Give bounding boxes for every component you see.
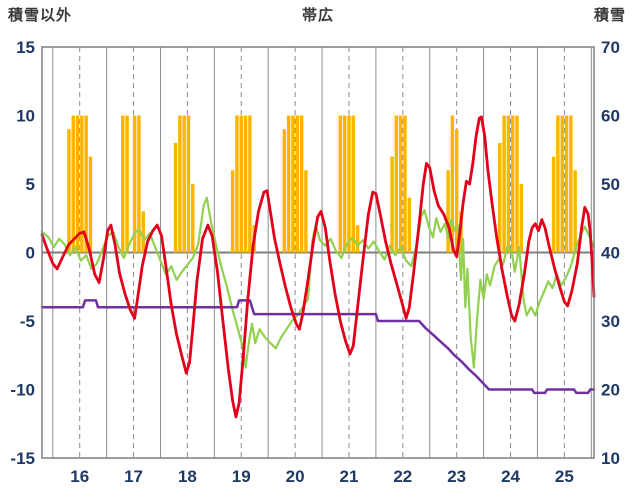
orange-bars (498, 142, 502, 253)
orange-bars (304, 170, 308, 253)
right-axis-tick: 10 (601, 449, 620, 468)
orange-bars (299, 115, 304, 253)
purple-line (40, 299, 596, 395)
orange-bars (450, 115, 455, 253)
left-axis-tick: -10 (10, 381, 35, 400)
right-axis-tick: 20 (601, 381, 620, 400)
orange-bars (84, 115, 88, 253)
orange-bars (355, 225, 360, 253)
orange-bars (519, 184, 524, 253)
x-axis-tick: 19 (232, 467, 251, 486)
orange-bars (173, 142, 178, 253)
orange-bars (390, 156, 394, 253)
orange-bars (338, 115, 343, 253)
orange-bars (88, 156, 93, 253)
orange-bars (132, 115, 137, 253)
orange-bars (569, 115, 573, 253)
x-axis-tick: 18 (178, 467, 197, 486)
orange-bars (295, 115, 299, 253)
orange-bars (560, 115, 564, 253)
left-axis-tick: 15 (16, 38, 35, 57)
x-axis-tick: 22 (393, 467, 412, 486)
orange-bars (291, 115, 295, 253)
orange-bars (186, 115, 191, 253)
orange-bars (182, 115, 186, 253)
orange-bars (137, 115, 141, 253)
orange-bars (556, 115, 560, 253)
orange-bars (351, 115, 355, 253)
plot-frame (41, 46, 595, 459)
orange-bars (573, 170, 577, 253)
left-axis-tick: -15 (10, 449, 35, 468)
chart-title: 帯広 (301, 7, 334, 24)
green-line (40, 196, 596, 369)
right-axis-tick: 50 (601, 175, 620, 194)
orange-bars (342, 115, 347, 253)
orange-bars (510, 115, 515, 253)
x-axis-tick: 25 (555, 467, 574, 486)
x-axis-tick: 23 (447, 467, 466, 486)
x-axis-tick: 21 (340, 467, 359, 486)
x-axis-tick: 24 (501, 467, 520, 486)
orange-bars (506, 115, 511, 253)
orange-bars (403, 115, 407, 253)
orange-bars (347, 115, 351, 253)
orange-bars (564, 115, 569, 253)
left-axis-tick: 10 (16, 107, 35, 126)
orange-bars (446, 170, 450, 253)
orange-bars (282, 129, 287, 253)
x-axis-tick: 17 (124, 467, 143, 486)
orange-bars (407, 197, 412, 253)
orange-bars (454, 129, 459, 253)
orange-bars (178, 115, 182, 253)
orange-bars (286, 115, 291, 253)
orange-bars (243, 115, 248, 253)
orange-bars (239, 115, 243, 253)
right-axis-title: 積雪 (593, 7, 626, 24)
orange-bars (80, 115, 84, 253)
left-axis-tick: -5 (20, 312, 35, 331)
orange-bars (71, 115, 75, 253)
orange-bars (230, 170, 235, 253)
orange-bars (67, 129, 71, 253)
orange-bars (125, 115, 129, 253)
left-axis-title: 積雪以外 (8, 7, 73, 24)
orange-bars (121, 115, 125, 253)
orange-bars (515, 115, 519, 253)
right-axis-tick: 30 (601, 312, 620, 331)
orange-bars (394, 115, 399, 253)
left-axis-tick: 5 (26, 175, 35, 194)
left-axis-tick: 0 (26, 244, 35, 263)
orange-bars (551, 156, 556, 253)
orange-bars (398, 115, 403, 253)
orange-bars (75, 115, 80, 253)
orange-bars (502, 115, 506, 253)
right-axis-tick: 40 (601, 244, 620, 263)
right-axis-tick: 60 (601, 107, 620, 126)
x-axis-tick: 16 (70, 467, 89, 486)
red-line (40, 115, 596, 419)
orange-bars (248, 115, 252, 253)
orange-bars (141, 211, 145, 253)
orange-bars (235, 115, 239, 253)
x-axis-tick: 20 (286, 467, 305, 486)
right-axis-tick: 70 (601, 38, 620, 57)
orange-bars (191, 184, 195, 253)
